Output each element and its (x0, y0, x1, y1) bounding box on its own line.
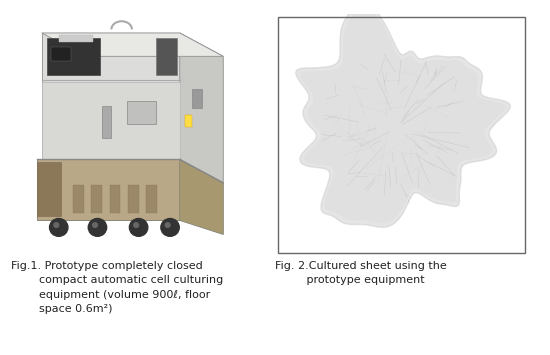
Bar (192, 89, 201, 108)
Text: Fig.1. Prototype completely closed
        compact automatic cell culturing
    : Fig.1. Prototype completely closed compa… (11, 261, 223, 314)
Text: Fig. 2.Cultured sheet using the
         prototype equipment: Fig. 2.Cultured sheet using the prototyp… (275, 261, 447, 285)
Bar (128, 185, 139, 213)
Polygon shape (37, 159, 180, 220)
Bar (109, 185, 120, 213)
Polygon shape (299, 7, 507, 224)
Bar (102, 105, 111, 138)
Bar (42, 82, 180, 159)
Polygon shape (180, 159, 223, 234)
Circle shape (92, 223, 97, 228)
Circle shape (129, 219, 148, 236)
Bar (59, 35, 92, 42)
Polygon shape (42, 33, 180, 159)
Bar (52, 47, 71, 61)
Bar (37, 162, 61, 216)
Polygon shape (42, 33, 223, 56)
Polygon shape (180, 33, 223, 183)
Bar (146, 185, 157, 213)
Bar (47, 38, 100, 75)
Circle shape (161, 219, 179, 236)
Circle shape (165, 223, 170, 228)
Bar (91, 185, 102, 213)
Circle shape (88, 219, 107, 236)
Circle shape (50, 219, 68, 236)
Bar (185, 115, 192, 127)
Bar (156, 38, 177, 75)
Circle shape (134, 223, 139, 228)
Bar (73, 185, 84, 213)
Bar (126, 101, 156, 124)
Polygon shape (296, 3, 510, 227)
Text: 1cm: 1cm (451, 239, 474, 249)
Circle shape (54, 223, 59, 228)
